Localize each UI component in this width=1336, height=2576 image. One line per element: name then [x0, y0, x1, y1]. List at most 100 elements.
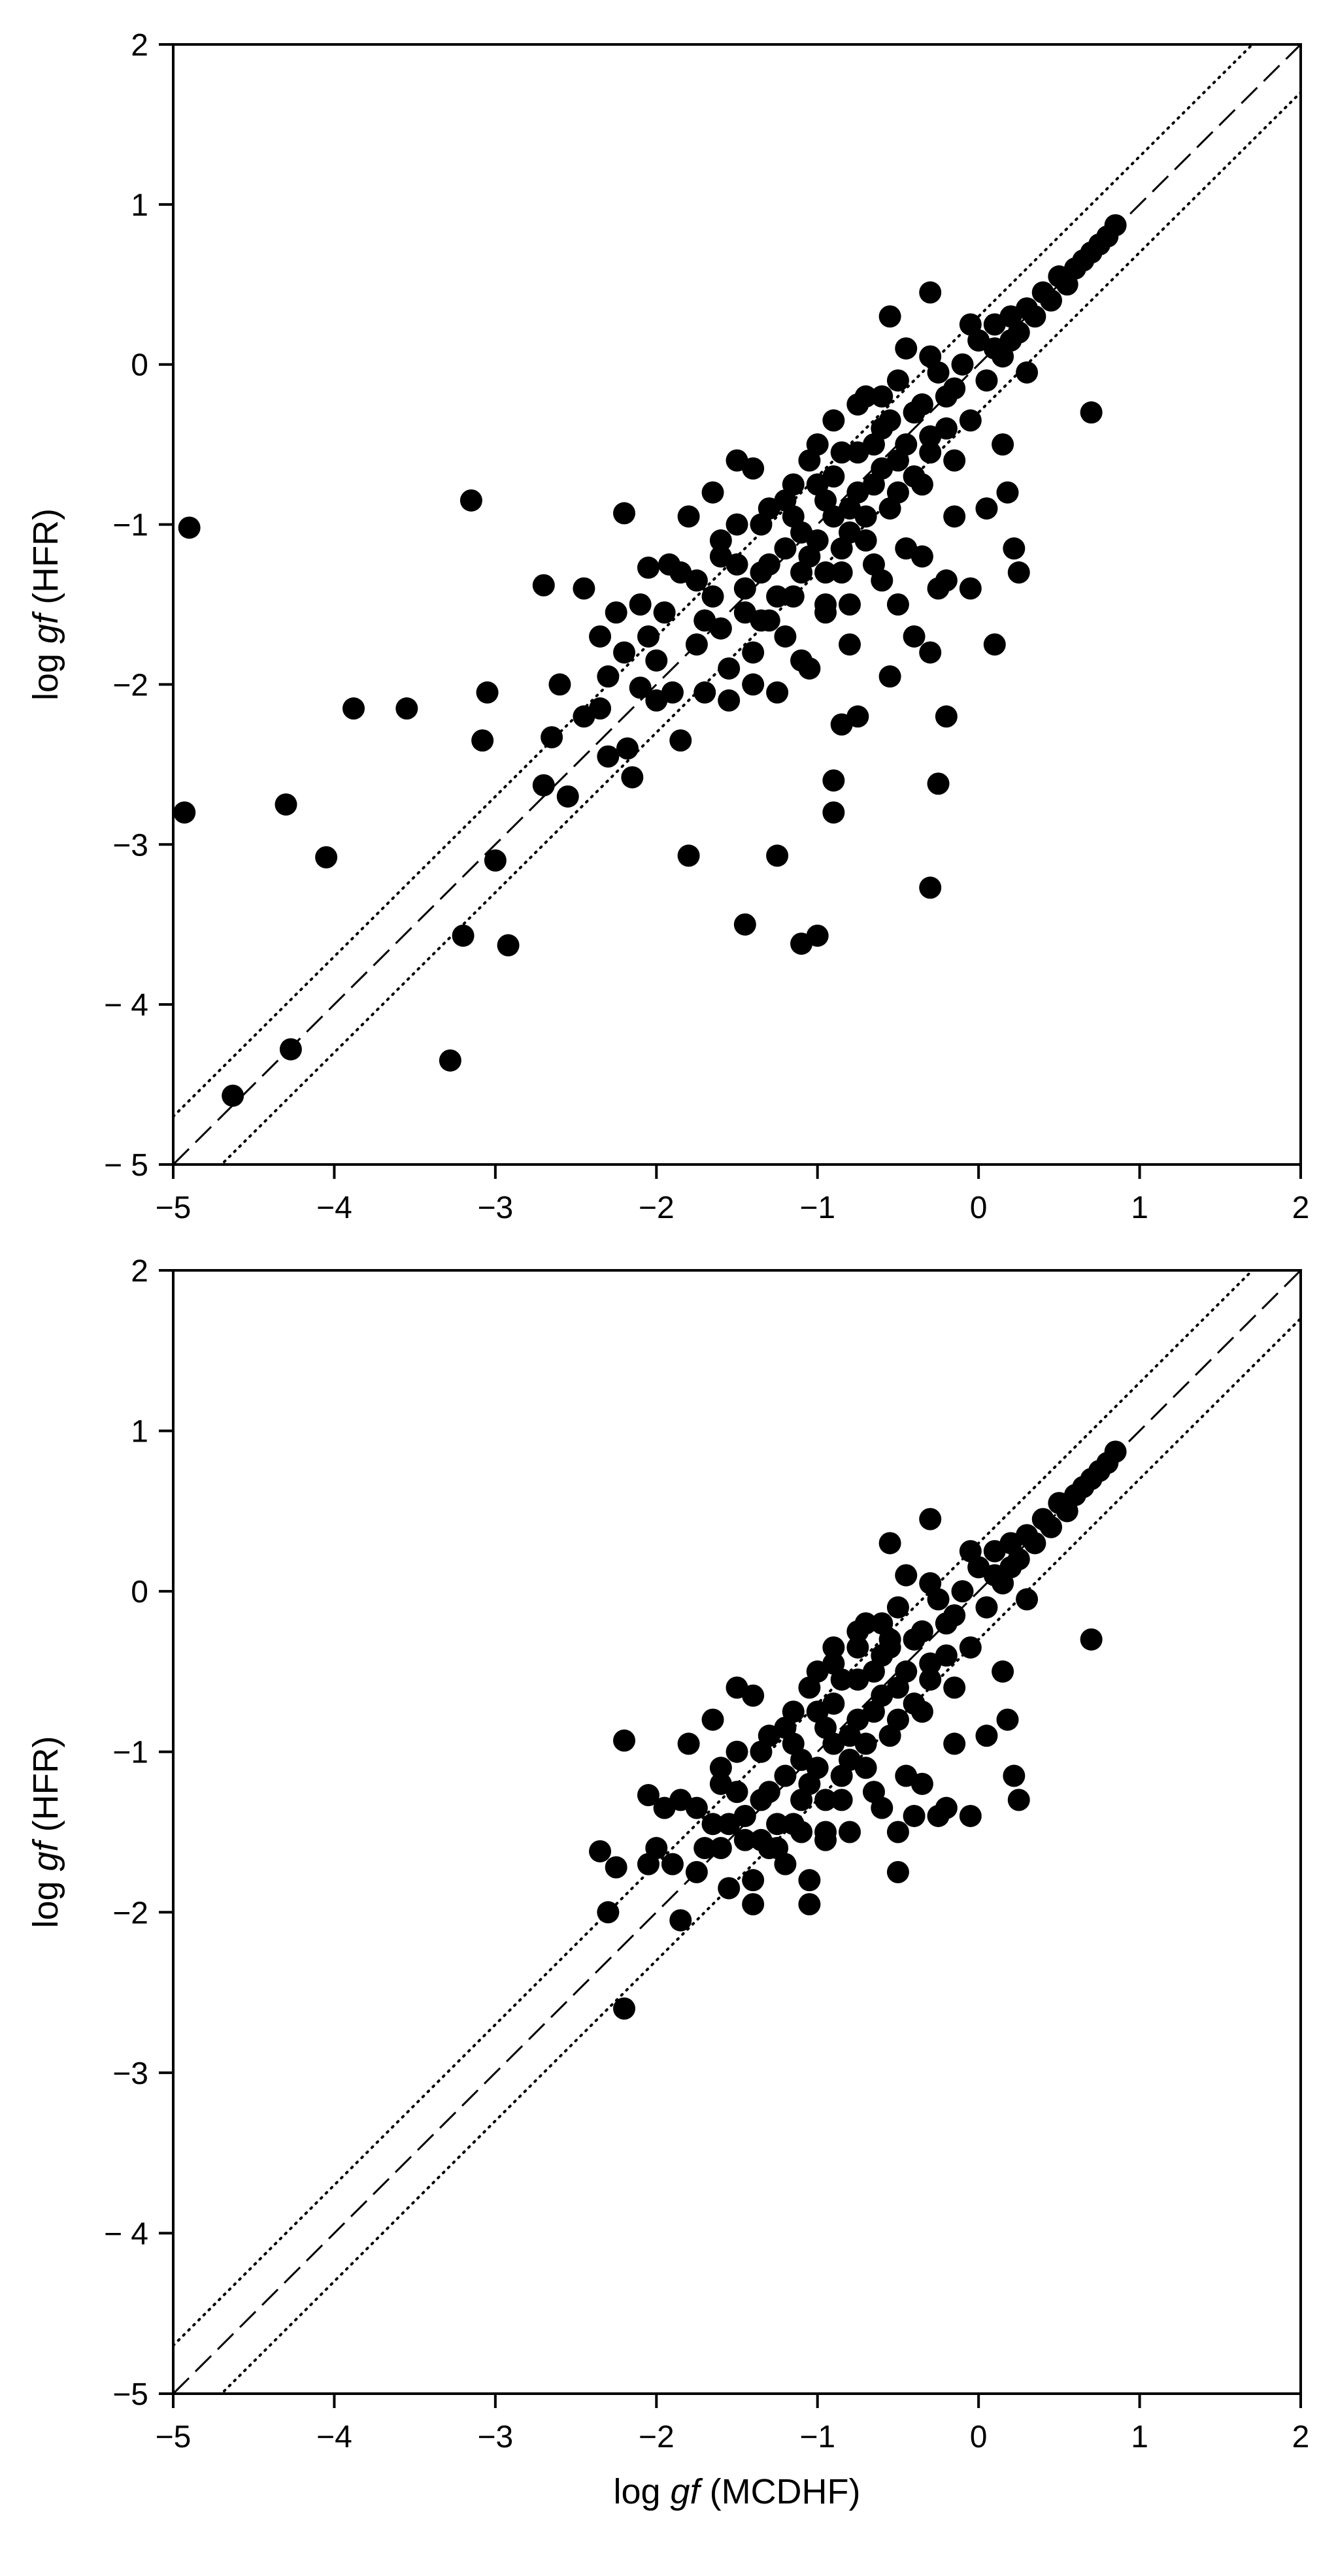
data-point — [806, 1700, 829, 1723]
data-point — [709, 1837, 732, 1860]
data-point — [497, 934, 520, 957]
one-to-one-dashed-line — [173, 44, 1301, 1164]
data-point — [862, 553, 885, 576]
data-point — [878, 409, 901, 432]
data-point — [919, 876, 942, 899]
data-point — [701, 1708, 724, 1731]
data-point — [774, 1716, 797, 1739]
data-point — [1024, 305, 1046, 328]
deviation-dotted-line-1 — [173, 1270, 1254, 2347]
data-point — [637, 1853, 660, 1875]
data-point — [959, 577, 982, 600]
data-point — [685, 1860, 708, 1883]
x-tick-label: −5 — [156, 1191, 192, 1225]
data-point — [935, 569, 958, 592]
data-point — [669, 561, 692, 584]
plot-frame — [172, 1269, 1302, 2395]
data-point — [726, 553, 748, 576]
x-tick-label: −3 — [477, 2420, 513, 2454]
data-point — [878, 1636, 901, 1659]
data-point — [790, 933, 813, 955]
data-point — [854, 1732, 877, 1755]
data-point — [846, 481, 869, 504]
data-point — [718, 1813, 741, 1836]
data-point — [541, 726, 563, 749]
data-point — [661, 1853, 684, 1875]
data-point — [871, 385, 893, 408]
data-point — [822, 1652, 845, 1675]
y-tick-label: − 4 — [104, 2217, 148, 2251]
data-point — [895, 433, 918, 456]
data-point — [669, 1909, 692, 1932]
data-point — [476, 681, 499, 704]
x-tick-label: −1 — [799, 2420, 835, 2454]
data-point — [750, 1740, 773, 1763]
data-point — [629, 676, 652, 699]
data-point — [750, 609, 773, 632]
data-point — [798, 545, 821, 568]
data-point — [484, 849, 507, 872]
data-point — [766, 681, 789, 704]
data-point — [919, 641, 942, 664]
data-point — [830, 561, 853, 584]
data-point — [173, 801, 196, 824]
deviation-dotted-line-2 — [220, 1317, 1301, 2394]
data-point — [1024, 1532, 1046, 1555]
data-point — [742, 1893, 765, 1916]
data-point — [589, 697, 612, 720]
y-tick-label: 2 — [131, 1254, 148, 1289]
data-point — [862, 1781, 885, 1804]
data-point — [653, 601, 676, 624]
data-point — [645, 649, 668, 672]
data-point — [814, 1789, 837, 1811]
data-point — [613, 502, 635, 525]
x-tick-label: 0 — [970, 2420, 988, 2454]
data-point — [701, 585, 724, 608]
data-point — [814, 561, 837, 584]
data-point — [733, 577, 756, 600]
x-tick-label: −2 — [639, 2420, 675, 2454]
data-point — [830, 441, 853, 464]
x-tick-label: −2 — [639, 1191, 675, 1225]
bottom-scatter-panel: −5 −4 −3 −2 −1 0 1 2 −5 − 4 −3 −2 −1 0 1 2 log gf (HFR) l… — [26, 1254, 1310, 2511]
data-point — [886, 1821, 909, 1843]
data-point — [798, 1676, 821, 1699]
data-point — [556, 785, 579, 808]
data-point — [903, 1693, 926, 1715]
x-tick-label: 2 — [1292, 1191, 1310, 1225]
data-point — [959, 1804, 982, 1827]
data-point — [822, 505, 845, 528]
data-point — [935, 1644, 958, 1667]
data-point — [943, 377, 966, 400]
data-point — [839, 1821, 861, 1843]
data-point — [943, 1676, 966, 1699]
data-point — [726, 513, 748, 536]
data-point — [709, 617, 732, 640]
one-to-one-dashed-line — [173, 1270, 1301, 2394]
data-point — [1016, 361, 1039, 384]
y-tick-label: − 4 — [104, 988, 148, 1023]
data-point — [790, 649, 813, 672]
data-point — [774, 1764, 797, 1787]
data-point — [878, 665, 901, 688]
data-point — [822, 801, 845, 824]
data-point — [733, 913, 756, 936]
data-point — [1104, 1440, 1127, 1463]
data-point — [862, 433, 885, 456]
data-point — [886, 593, 909, 616]
data-point — [935, 417, 958, 440]
data-point — [839, 593, 861, 616]
deviation-dotted-line-1 — [173, 44, 1254, 1118]
y-tick-label: 1 — [131, 1415, 148, 1449]
data-point — [919, 1508, 942, 1530]
data-point — [342, 697, 365, 720]
data-point — [1040, 289, 1063, 312]
x-axis-title: log gf (MCDHF) — [613, 2472, 860, 2511]
x-tick-label: 2 — [1292, 2420, 1310, 2454]
data-point — [992, 1660, 1014, 1683]
data-point — [726, 1740, 748, 1763]
y-tick-label: 2 — [131, 28, 148, 63]
data-point — [774, 625, 797, 648]
data-point — [677, 505, 700, 528]
data-point — [733, 1828, 756, 1851]
